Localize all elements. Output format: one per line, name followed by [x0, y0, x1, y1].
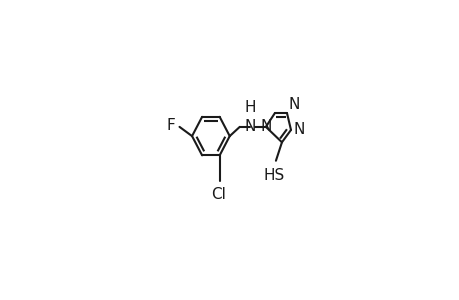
- Text: F: F: [166, 118, 175, 133]
- Text: N: N: [260, 119, 271, 134]
- Text: N: N: [288, 97, 300, 112]
- Text: N: N: [244, 119, 255, 134]
- Text: H: H: [244, 100, 255, 115]
- Text: HS: HS: [263, 168, 284, 183]
- Text: Cl: Cl: [211, 187, 226, 202]
- Text: N: N: [293, 122, 304, 137]
